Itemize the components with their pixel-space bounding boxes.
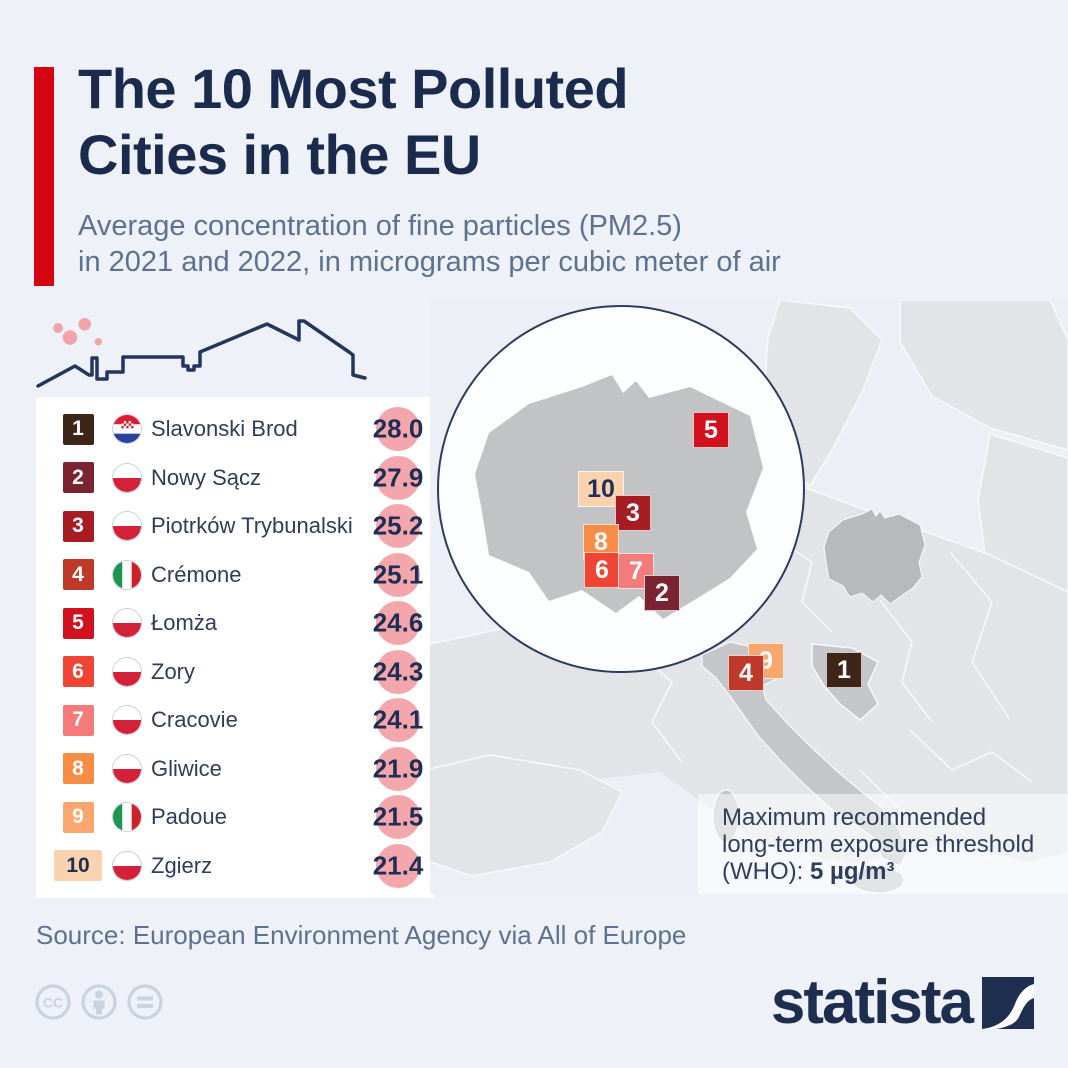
- pm25-value: 24.1: [372, 704, 424, 735]
- rank-badge: 9: [62, 801, 94, 833]
- map-marker-2: 2: [644, 575, 680, 611]
- subtitle-line-1: Average concentration of fine particles …: [78, 210, 682, 242]
- table-row: 2 Nowy Sącz 27.9: [36, 455, 434, 500]
- value-circle: [376, 746, 420, 791]
- svg-text:CC: CC: [43, 995, 63, 1011]
- statista-wordmark: statista: [770, 968, 974, 1037]
- cc-icon: [35, 984, 71, 1020]
- note-line-2: long-term exposure threshold: [722, 831, 1035, 858]
- smoke-dot: [94, 338, 102, 346]
- europe-map: 10 3 8 6 7 2 5 9 4 1 Maximum recommended long-ter…: [430, 300, 1068, 894]
- table-row: 7 Cracovie 24.1: [36, 698, 434, 743]
- map-marker-6: 6: [584, 552, 620, 588]
- value-circle: [376, 504, 420, 549]
- statista-logo: statista: [771, 972, 1034, 1034]
- note-line-1: Maximum recommended: [722, 804, 987, 831]
- city-name: Piotrków Trybunalski: [151, 513, 353, 539]
- ranking-panel: 1 Slavonski Brod 28.0 2 Nowy Sącz 27.9 3: [36, 397, 434, 898]
- value-circle: [376, 455, 420, 500]
- title-line-1: The 10 Most Polluted: [78, 57, 629, 120]
- rank-badge: 3: [62, 510, 94, 542]
- who-limit-value: 5 µg/m³: [809, 858, 895, 885]
- source-line: Source: European Environment Agency via …: [36, 920, 687, 950]
- pm25-value: 21.9: [372, 753, 424, 784]
- table-row: 6 Zory 24.3: [36, 649, 434, 694]
- table-row: 9 Padoue 21.5: [36, 795, 434, 840]
- rank-badge: 4: [62, 559, 94, 591]
- poland-flag-icon: [112, 753, 142, 784]
- pm25-value: 24.3: [372, 656, 424, 687]
- table-row: 3 Piotrków Trybunalski 25.2: [36, 504, 434, 549]
- poland-flag-icon: [112, 608, 142, 639]
- italy-flag-icon: [112, 802, 142, 833]
- smoke-dot: [62, 330, 78, 345]
- no-derivatives-icon: [127, 984, 163, 1020]
- city-name: Zory: [151, 658, 195, 684]
- croatia-flag-icon: [112, 414, 142, 445]
- poland-flag-icon: [112, 656, 142, 687]
- value-circle: [376, 698, 420, 743]
- rank-badge: 8: [62, 753, 94, 785]
- rank-badge: 6: [62, 656, 94, 688]
- table-row: 1 Slavonski Brod 28.0: [36, 407, 434, 452]
- title-line-2: Cities in the EU: [78, 122, 481, 186]
- country-shape: [899, 300, 1068, 451]
- value-circle: [376, 649, 420, 694]
- poland-small-shape: [823, 508, 926, 605]
- map-marker-3: 3: [615, 495, 651, 531]
- pm25-value: 24.6: [372, 607, 424, 638]
- statista-logo-mark: [982, 977, 1034, 1029]
- pm25-value: 28.0: [372, 413, 424, 444]
- note-line-3: (WHO): 5 µg/m³: [722, 858, 895, 885]
- rank-badge: 1: [62, 413, 94, 445]
- rank-badge: 7: [62, 704, 94, 736]
- page-subtitle: Average concentration of fine particles …: [78, 209, 781, 281]
- table-row: 4 Crémone 25.1: [36, 552, 434, 597]
- smoke-dot: [53, 323, 63, 333]
- pm25-value: 25.2: [372, 510, 424, 541]
- creative-commons-icons: CC: [35, 984, 163, 1020]
- city-name: Gliwice: [151, 755, 222, 781]
- city-name: Zgierz: [151, 852, 213, 878]
- pm25-value: 25.1: [372, 559, 424, 590]
- map-marker-1: 1: [826, 652, 862, 688]
- city-name: Slavonski Brod: [151, 416, 298, 442]
- table-row: 8 Gliwice 21.9: [36, 746, 434, 791]
- attribution-icon: [81, 984, 117, 1020]
- city-name: Padoue: [151, 804, 227, 830]
- who-threshold-note: Maximum recommended long-term exposure t…: [698, 794, 1068, 894]
- rank-badge: 2: [62, 462, 94, 494]
- value-circle: [376, 795, 420, 840]
- pm25-value: 21.4: [372, 850, 424, 881]
- table-row: 10 Zgierz 21.4: [36, 843, 434, 888]
- poland-flag-icon: [112, 705, 142, 736]
- city-name: Łomża: [151, 610, 218, 636]
- page-title: The 10 Most Polluted Cities in the EU: [78, 56, 629, 187]
- poland-flag-icon: [112, 462, 142, 493]
- table-row: 5 Łomża 24.6: [36, 601, 434, 646]
- city-name: Nowy Sącz: [151, 464, 262, 490]
- value-circle: [376, 843, 420, 888]
- value-circle: [376, 552, 420, 597]
- map-marker-4: 4: [728, 655, 764, 691]
- pm25-value: 27.9: [372, 462, 424, 493]
- map-marker-5: 5: [693, 412, 729, 448]
- pm25-value: 21.5: [372, 801, 424, 832]
- rank-badge: 10: [54, 850, 102, 882]
- subtitle-line-2: in 2021 and 2022, in micrograms per cubi…: [78, 245, 781, 278]
- poland-flag-icon: [112, 511, 142, 542]
- rank-badge: 5: [62, 607, 94, 639]
- accent-bar: [34, 67, 54, 286]
- smoke-dot: [78, 318, 91, 331]
- city-name: Cracovie: [151, 707, 238, 733]
- value-circle: [376, 601, 420, 646]
- skyline-outline: [36, 319, 367, 388]
- poland-flag-icon: [112, 850, 142, 881]
- country-shape: [430, 754, 623, 877]
- italy-flag-icon: [112, 559, 142, 590]
- city-skyline-illustration: [36, 318, 367, 388]
- city-name: Crémone: [151, 561, 242, 587]
- value-circle: [376, 407, 420, 452]
